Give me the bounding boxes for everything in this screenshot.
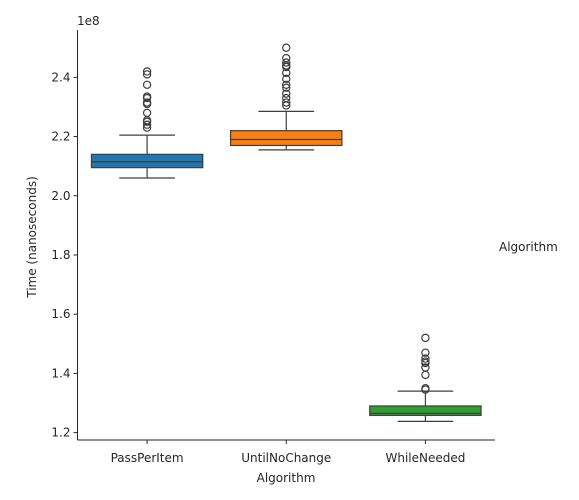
outlier-point — [142, 92, 152, 101]
outlier-point — [282, 98, 291, 107]
outlier-point — [142, 98, 152, 107]
y-tick-label: 1.6 — [51, 307, 70, 321]
y-tick-label: 2.0 — [51, 189, 70, 203]
outlier-point — [421, 333, 430, 343]
iqr-box — [369, 405, 482, 417]
outlier-point — [142, 67, 152, 76]
outlier-point — [282, 53, 291, 63]
outlier-point — [421, 357, 430, 366]
iqr-box — [229, 130, 343, 147]
outlier-point — [421, 348, 430, 357]
x-tick-label: UntilNoChange — [241, 451, 331, 465]
outlier-point — [421, 363, 430, 372]
outlier-point — [282, 83, 291, 92]
outlier-point — [142, 108, 152, 118]
x-axis-label: Algorithm — [257, 471, 316, 485]
y-tick-label: 1.4 — [51, 366, 70, 380]
y-tick-label: 2.4 — [51, 70, 70, 84]
box-group-PassPerItem — [90, 67, 204, 179]
outlier-point — [282, 58, 291, 67]
y-tick-label: 2.2 — [51, 130, 70, 144]
y-tick-label: 1.2 — [51, 426, 70, 440]
y-axis-ticks: 1.2 1.4 1.6 1.8 2.0 2.2 2.4 — [51, 70, 78, 440]
y-tick-label: 1.8 — [51, 248, 70, 262]
plot-area — [90, 43, 482, 422]
box-group-UntilNoChange — [229, 43, 343, 151]
outlier-point — [142, 120, 152, 129]
outlier-point — [282, 89, 291, 98]
x-axis-ticks: PassPerItem UntilNoChange WhileNeeded — [111, 440, 465, 465]
box-group-WhileNeeded — [369, 333, 482, 422]
y-axis-scale-label: 1e8 — [77, 14, 100, 28]
outlier-point — [421, 370, 430, 380]
outlier-point — [282, 80, 291, 89]
outlier-point — [282, 74, 291, 84]
x-tick-label: PassPerItem — [111, 451, 184, 465]
outlier-point — [421, 383, 430, 393]
x-tick-label: WhileNeeded — [385, 451, 465, 465]
outlier-point — [282, 43, 291, 52]
outlier-point — [142, 80, 152, 89]
y-axis-label: Time (nanoseconds) — [25, 176, 39, 299]
legend-title: Algorithm — [499, 240, 558, 254]
iqr-box — [90, 153, 204, 169]
outlier-point — [421, 354, 430, 363]
outlier-point — [142, 70, 152, 79]
outlier-point — [282, 93, 291, 103]
